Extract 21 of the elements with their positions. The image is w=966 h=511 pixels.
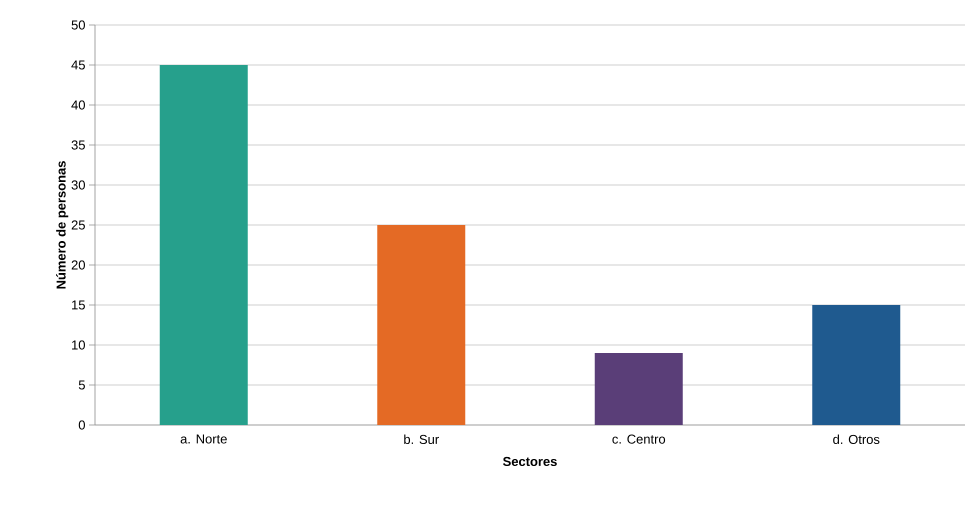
y-tick-label: 0 <box>78 420 85 430</box>
x-axis-title: Sectores <box>503 456 557 466</box>
x-tick-label: b. Sur <box>404 434 439 444</box>
y-tick-label: 25 <box>72 220 85 230</box>
y-tick-label: 20 <box>72 260 85 270</box>
x-tick-label: a. Norte <box>180 434 227 444</box>
x-tick-label: d. Otros <box>833 434 880 444</box>
y-tick-label: 15 <box>72 300 85 310</box>
y-tick-label: 5 <box>78 380 85 390</box>
y-axis-title: Número de personas <box>56 161 68 289</box>
bar <box>160 65 248 425</box>
y-tick-label: 35 <box>72 140 85 150</box>
x-tick-label: c. Centro <box>612 434 666 444</box>
y-tick-label: 50 <box>72 20 85 30</box>
bar <box>594 353 683 425</box>
bar <box>812 305 900 425</box>
y-tick-label: 30 <box>72 180 85 190</box>
y-tick-label: 10 <box>72 340 85 350</box>
bar <box>377 225 466 425</box>
y-tick-label: 40 <box>71 100 85 110</box>
y-tick-label: 45 <box>71 60 85 70</box>
